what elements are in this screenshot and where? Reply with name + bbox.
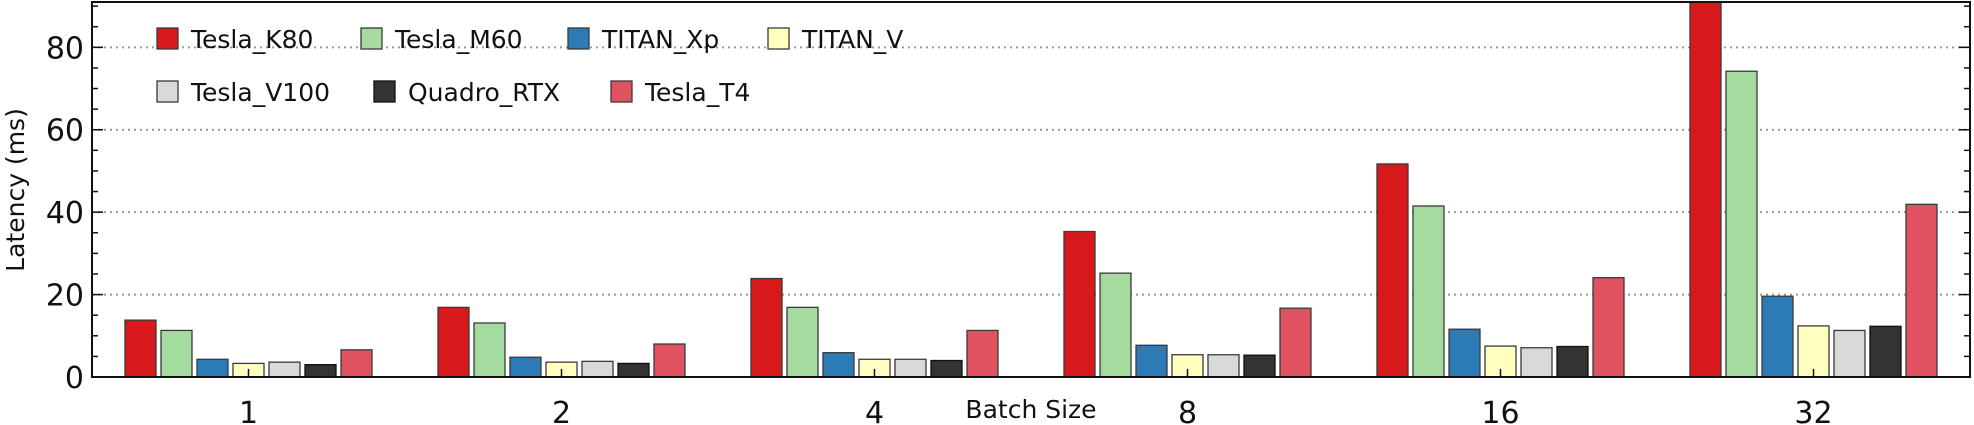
bar-quadro-rtx — [1243, 354, 1276, 378]
legend-label-tesla-m60: Tesla_M60 — [394, 25, 523, 54]
bar-titan-xp — [1761, 295, 1794, 378]
legend-label-tesla-v100: Tesla_V100 — [190, 78, 330, 107]
x-tick-label: 32 — [1794, 396, 1832, 425]
bar-titan-xp — [1448, 328, 1481, 378]
legend-swatch-titan-xp — [567, 27, 590, 50]
bar-tesla-m60 — [1099, 272, 1132, 378]
bar-tesla-k80 — [1063, 230, 1096, 378]
bar-tesla-v100 — [1207, 354, 1240, 378]
bar-titan-xp — [196, 358, 229, 378]
bar-titan-xp — [1135, 344, 1168, 378]
bar-tesla-v100 — [268, 361, 301, 378]
bar-tesla-t4 — [1905, 203, 1938, 378]
legend-swatch-tesla-m60 — [360, 27, 383, 50]
bars — [124, 1, 1938, 378]
legend-label-quadro-rtx: Quadro_RTX — [408, 78, 560, 107]
axes: 1 2 4 8 16 32 0 20 40 60 80 — [46, 1, 1971, 425]
bar-quadro-rtx — [930, 359, 963, 378]
x-axis-title: Batch Size — [965, 395, 1096, 424]
y-tick-label: 20 — [46, 279, 84, 314]
legend-swatch-titan-v — [767, 27, 790, 50]
y-tick-label: 60 — [46, 114, 84, 149]
legend-swatch-tesla-v100 — [156, 80, 179, 103]
bar-tesla-k80 — [750, 277, 783, 378]
bar-tesla-k80 — [124, 319, 157, 378]
bar-titan-xp — [822, 352, 855, 378]
legend-label-tesla-t4: Tesla_T4 — [644, 78, 750, 107]
legend-swatch-tesla-t4 — [610, 80, 633, 103]
bar-titan-xp — [509, 356, 542, 378]
bar-tesla-m60 — [1412, 205, 1445, 378]
legend-label-titan-xp: TITAN_Xp — [601, 25, 719, 54]
x-tick-label: 16 — [1481, 396, 1519, 425]
bar-tesla-t4 — [1592, 277, 1625, 378]
bar-tesla-t4 — [340, 349, 373, 378]
legend: Tesla_K80 Tesla_M60 TITAN_Xp TITAN_V Tesla_V… — [156, 25, 903, 107]
bar-tesla-v100 — [1520, 347, 1553, 378]
legend-label-titan-v: TITAN_V — [801, 25, 903, 54]
bar-quadro-rtx — [1556, 345, 1589, 378]
bar-tesla-m60 — [473, 322, 506, 378]
x-tick-label: 1 — [239, 396, 258, 425]
bar-tesla-v100 — [581, 360, 614, 378]
bar-tesla-k80 — [1376, 163, 1409, 378]
bar-tesla-v100 — [1833, 329, 1866, 378]
bar-tesla-v100 — [894, 358, 927, 378]
bar-quadro-rtx — [304, 363, 337, 378]
bar-tesla-t4 — [653, 343, 686, 378]
bar-tesla-m60 — [786, 306, 819, 378]
grid-lines — [92, 46, 1970, 296]
bar-quadro-rtx — [617, 362, 650, 378]
legend-swatch-quadro-rtx — [373, 80, 396, 103]
y-tick-label: 40 — [46, 196, 84, 231]
bar-tesla-m60 — [160, 329, 193, 378]
x-tick-label: 4 — [865, 396, 884, 425]
bar-tesla-m60 — [1725, 70, 1758, 378]
bar-tesla-k80 — [1689, 1, 1722, 378]
bar-quadro-rtx — [1869, 325, 1902, 378]
y-tick-label: 0 — [65, 361, 84, 396]
x-tick-label: 2 — [552, 396, 571, 425]
plot-frame — [91, 1, 1971, 378]
bar-tesla-t4 — [1279, 307, 1312, 378]
legend-swatch-tesla-k80 — [156, 27, 179, 50]
y-tick-label: 80 — [46, 31, 84, 66]
bar-tesla-k80 — [437, 306, 470, 378]
bar-tesla-t4 — [966, 329, 999, 378]
y-axis-title: Latency (ms) — [1, 108, 30, 272]
x-tick-label: 8 — [1178, 396, 1197, 425]
legend-label-tesla-k80: Tesla_K80 — [190, 25, 313, 54]
